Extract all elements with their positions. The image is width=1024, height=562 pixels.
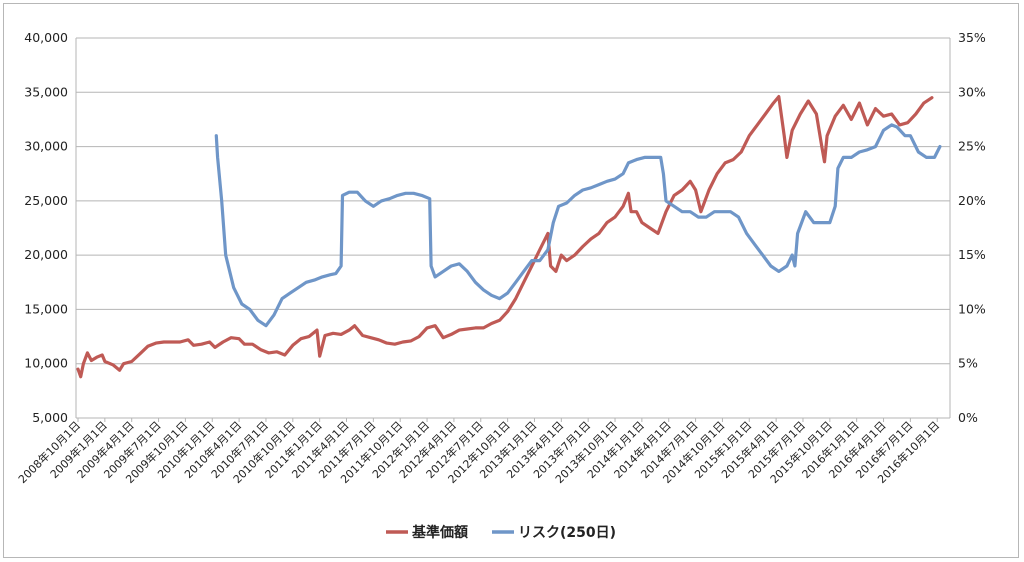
series-lines [76, 95, 942, 379]
chart-frame [3, 3, 1019, 558]
y-right-tick-label: 10% [958, 301, 986, 316]
legend-label-1: 基準価額 [412, 524, 468, 541]
y-left-tick-label: 10,000 [24, 356, 68, 371]
y-right-tick-label: 30% [958, 84, 986, 99]
series-line-2 [214, 123, 942, 328]
left-axis-ticks: 5,000 10,000 15,000 20,000 25,000 30,000 35,00… [24, 30, 68, 425]
y-left-tick-label: 30,000 [24, 139, 68, 154]
series-line-1 [76, 95, 934, 379]
y-right-tick-label: 15% [958, 247, 986, 262]
y-right-tick-label: 20% [958, 193, 986, 208]
legend: 基準価額 リスク(250日) [386, 524, 616, 541]
y-right-tick-label: 0% [958, 410, 978, 425]
y-left-tick-label: 5,000 [32, 410, 68, 425]
y-left-tick-label: 15,000 [24, 301, 68, 316]
right-axis-ticks: 0% 5% 10% 15% 20% 25% 30% 35% [958, 30, 986, 425]
x-axis-ticks: 2008年10月1日2009年1月1日2009年4月1日2009年7月1日200… [15, 418, 942, 486]
y-right-tick-label: 35% [958, 30, 986, 45]
y-left-tick-label: 20,000 [24, 247, 68, 262]
y-right-tick-label: 5% [958, 356, 978, 371]
gridlines [75, 37, 951, 419]
legend-label-2: リスク(250日) [518, 525, 616, 541]
y-left-tick-label: 25,000 [24, 193, 68, 208]
y-left-tick-label: 35,000 [24, 84, 68, 99]
y-left-tick-label: 40,000 [24, 30, 68, 45]
y-right-tick-label: 25% [958, 139, 986, 154]
